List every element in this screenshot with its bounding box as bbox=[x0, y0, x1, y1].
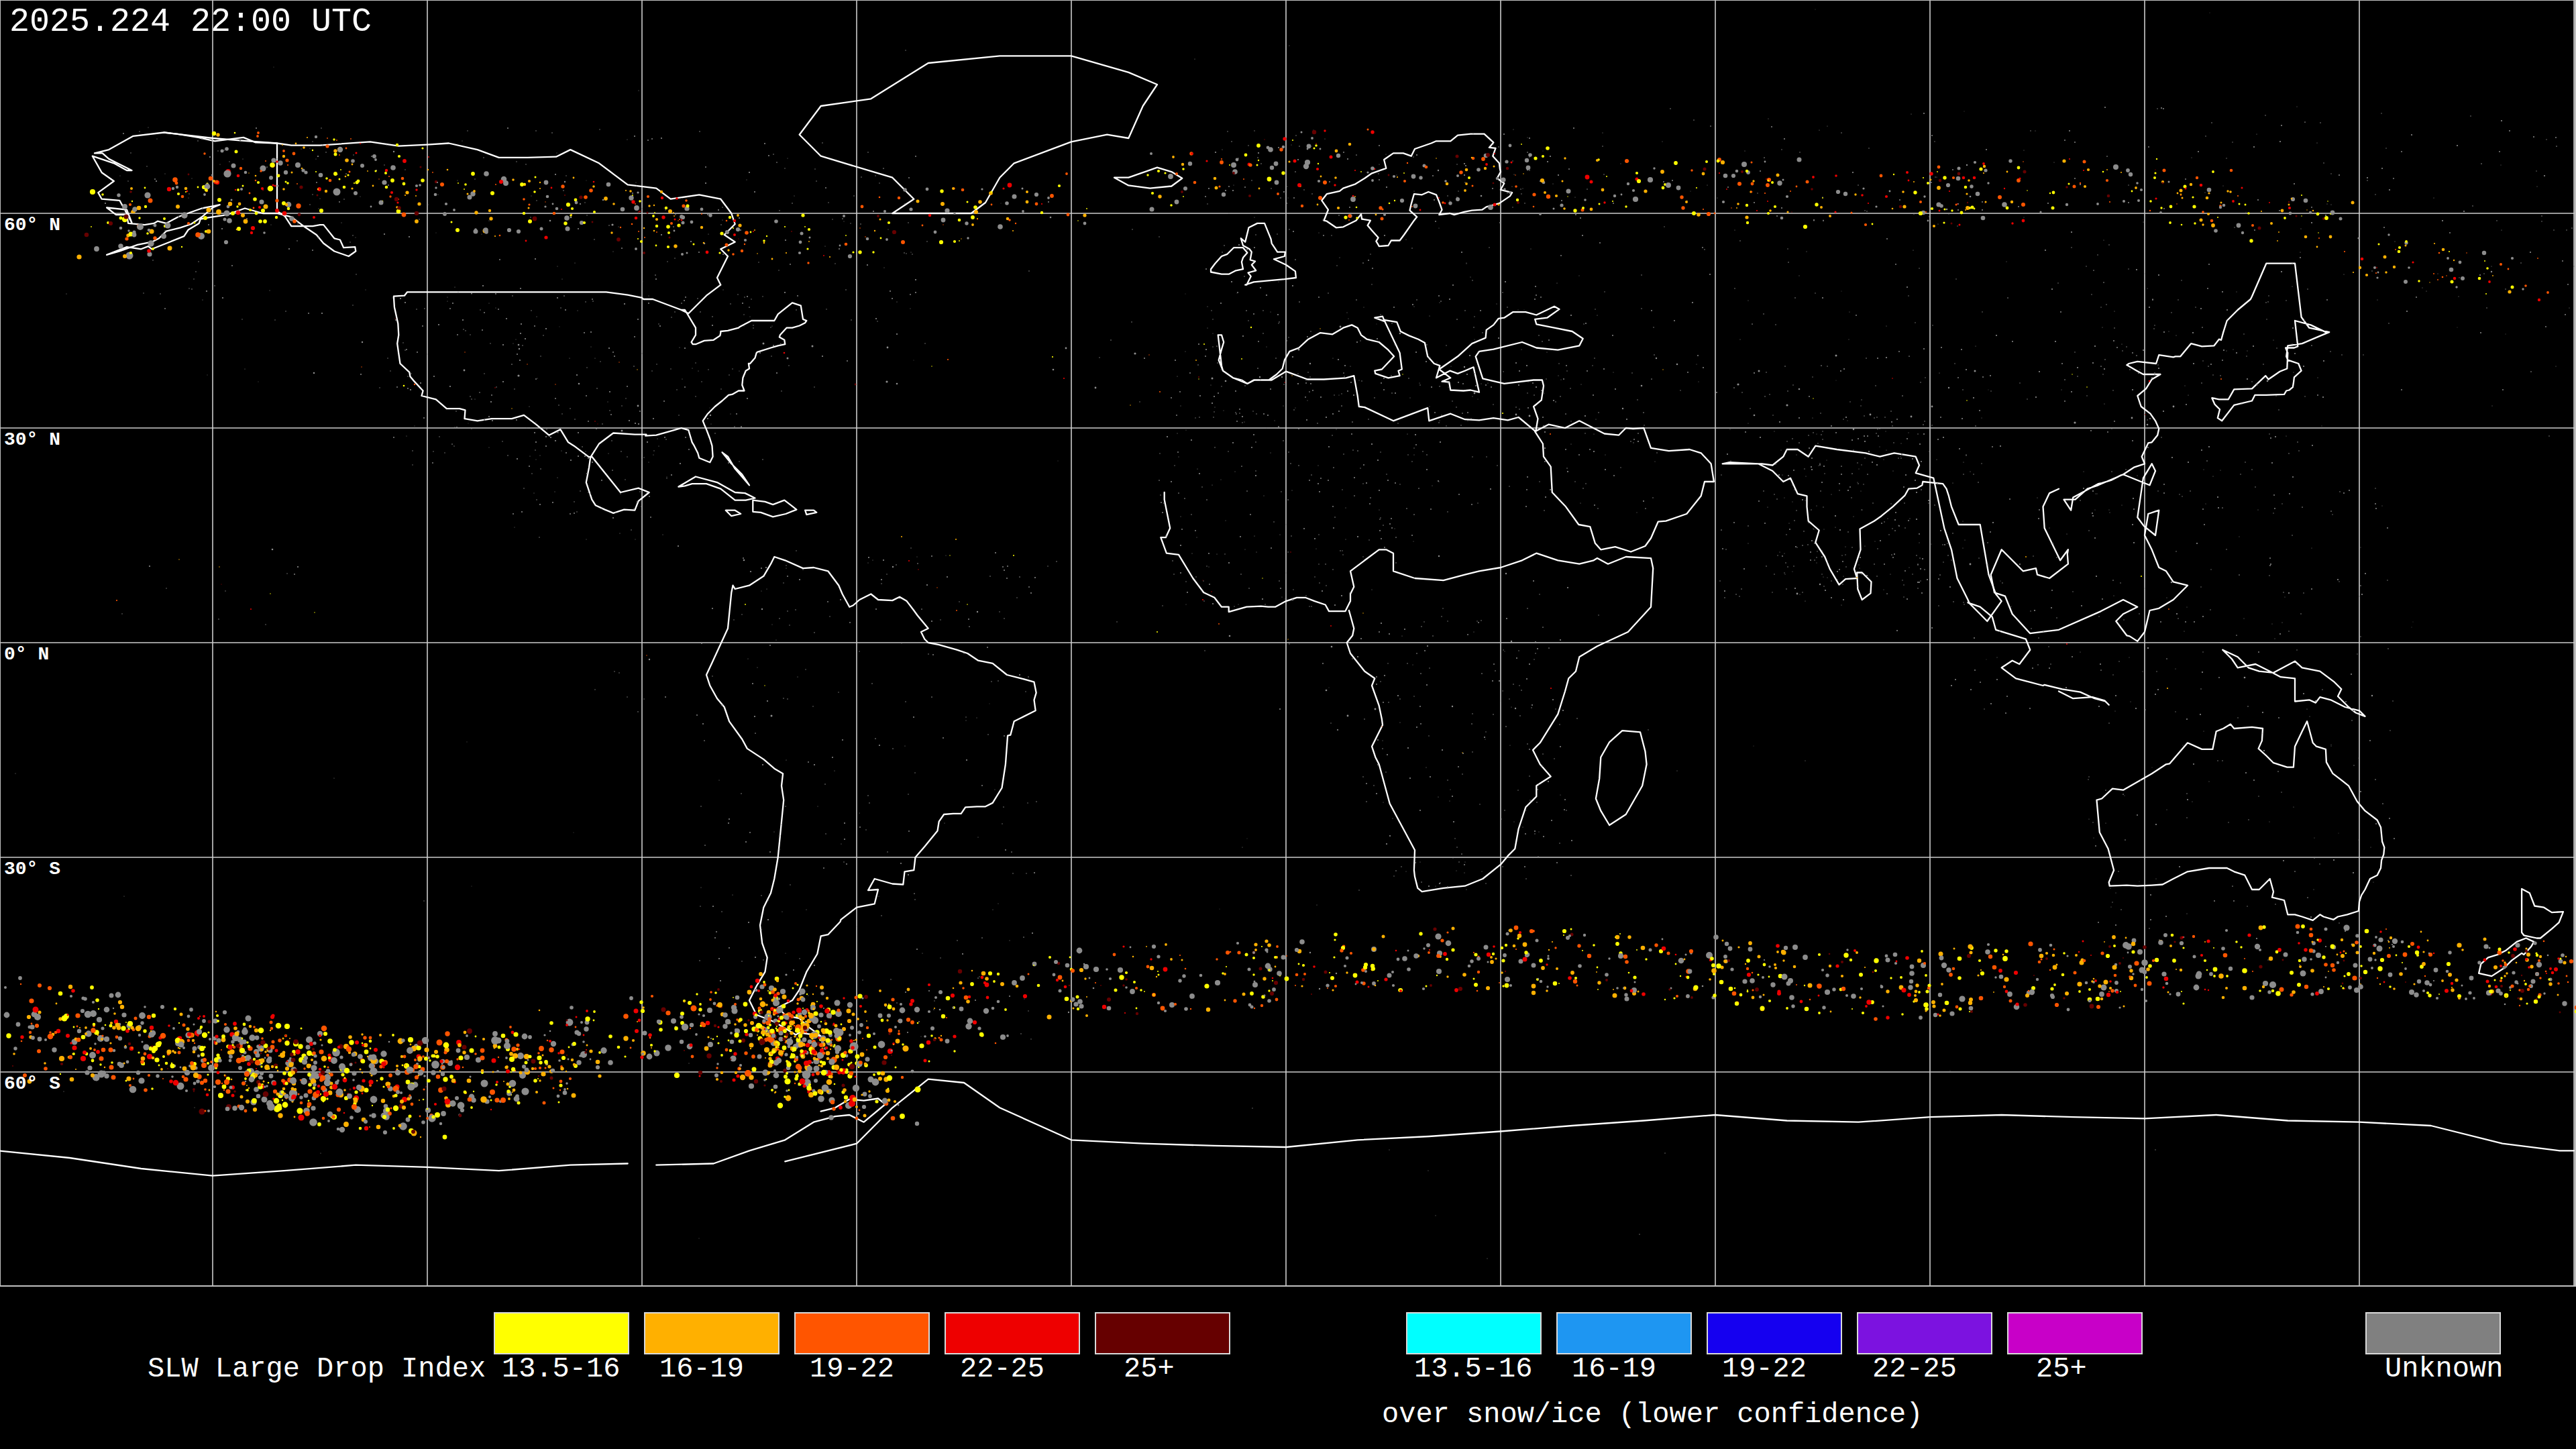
svg-text:25+: 25+ bbox=[1124, 1353, 1175, 1385]
svg-text:Unknown: Unknown bbox=[2385, 1353, 2503, 1385]
svg-text:SLW Large Drop Index: SLW Large Drop Index bbox=[148, 1353, 486, 1385]
svg-text:60° N: 60° N bbox=[4, 215, 60, 235]
svg-text:13.5-16: 13.5-16 bbox=[502, 1353, 620, 1385]
svg-text:60° S: 60° S bbox=[4, 1073, 60, 1094]
svg-text:30° N: 30° N bbox=[4, 429, 60, 450]
svg-text:30° S: 30° S bbox=[4, 859, 60, 879]
svg-text:25+: 25+ bbox=[2036, 1353, 2087, 1385]
svg-text:19-22: 19-22 bbox=[1722, 1353, 1807, 1385]
svg-text:0° N: 0° N bbox=[4, 644, 49, 665]
svg-text:13.5-16: 13.5-16 bbox=[1414, 1353, 1532, 1385]
svg-text:16-19: 16-19 bbox=[659, 1353, 744, 1385]
svg-text:16-19: 16-19 bbox=[1572, 1353, 1656, 1385]
svg-text:22-25: 22-25 bbox=[1872, 1353, 1957, 1385]
svg-text:22-25: 22-25 bbox=[960, 1353, 1044, 1385]
svg-text:over snow/ice (lower confidenc: over snow/ice (lower confidence) bbox=[1382, 1399, 1923, 1431]
svg-text:2025.224 22:00 UTC: 2025.224 22:00 UTC bbox=[9, 3, 372, 41]
svg-text:19-22: 19-22 bbox=[810, 1353, 894, 1385]
